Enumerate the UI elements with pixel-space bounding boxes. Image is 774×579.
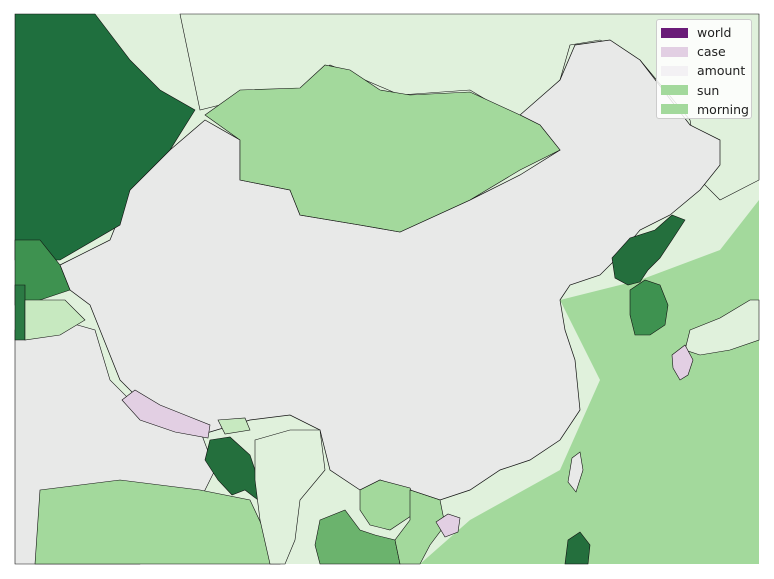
legend-swatch-world — [661, 27, 688, 38]
legend-label-world: world — [697, 25, 732, 41]
taiwan-region — [567, 451, 584, 493]
nepal-region — [121, 389, 211, 439]
vietnam-region — [394, 489, 446, 565]
bhutan-region — [217, 417, 251, 435]
legend-item-morning: morning — [661, 100, 749, 119]
myanmar-region — [254, 429, 326, 565]
legend-item-world: world — [661, 23, 747, 42]
map-legend: world case amount sun morning — [656, 19, 752, 119]
legend-item-amount: amount — [661, 61, 747, 80]
legend-label-case: case — [697, 44, 726, 60]
laos-region — [359, 479, 421, 531]
bangladesh-region — [204, 436, 259, 501]
legend-swatch-amount — [661, 65, 688, 76]
legend-swatch-case — [661, 46, 688, 57]
legend-label-sun: sun — [697, 82, 720, 98]
north-korea-region — [611, 214, 686, 286]
mongolia-region — [204, 64, 561, 233]
legend-item-case: case — [661, 42, 747, 61]
legend-label-morning: morning — [697, 101, 749, 117]
pakistan-region — [14, 284, 26, 341]
japan-kyushu-region — [671, 344, 694, 381]
afghan-region — [24, 299, 86, 341]
south-korea-region — [629, 279, 669, 336]
hainan-region — [435, 513, 461, 538]
india-south-region — [34, 479, 281, 565]
pacific-region — [420, 200, 759, 564]
legend-swatch-morning — [661, 104, 688, 115]
japan-honshu-region — [684, 299, 760, 356]
legend-item-sun: sun — [661, 81, 747, 100]
philippines-region — [564, 531, 591, 565]
legend-swatch-sun — [661, 85, 688, 96]
legend-label-amount: amount — [697, 63, 746, 79]
